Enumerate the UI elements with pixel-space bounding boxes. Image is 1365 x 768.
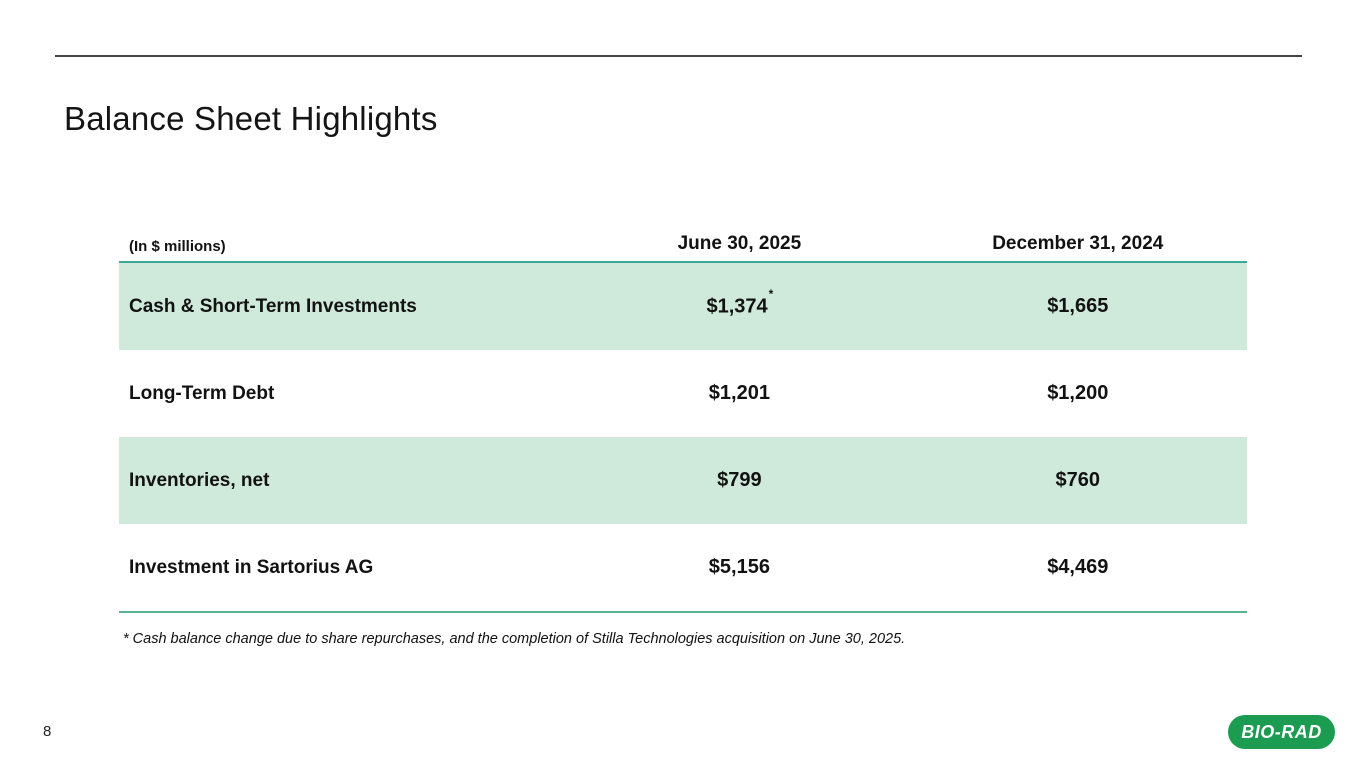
row-label: Long-Term Debt (129, 382, 275, 404)
table-row: Inventories, net $799 $760 (119, 437, 1247, 524)
row-label: Inventories, net (129, 469, 270, 491)
table-row: Long-Term Debt $1,201 $1,200 (119, 350, 1247, 437)
page-title: Balance Sheet Highlights (64, 100, 438, 137)
value-jun-30-2025: $1,374* (570, 287, 908, 319)
row-label: Investment in Sartorius AG (129, 556, 374, 578)
top-divider-rule (55, 55, 1302, 57)
column-header-jun-30-2025: June 30, 2025 (677, 233, 802, 254)
table-row: Cash & Short-Term Investments $1,374* $1… (119, 263, 1247, 350)
table-row: Investment in Sartorius AG $5,156 $4,469 (119, 524, 1247, 611)
value-dec-31-2024: $760 (1055, 469, 1101, 491)
value-dec-31-2024: $4,469 (1047, 556, 1109, 578)
value-jun-30-2025: $5,156 (708, 556, 770, 578)
value-jun-30-2025: $1,201 (708, 382, 770, 404)
column-header-dec-31-2024: December 31, 2024 (992, 233, 1164, 254)
value-dec-31-2024: $1,665 (1047, 295, 1109, 317)
table-bottom-rule (119, 611, 1247, 613)
value-dec-31-2024: $1,200 (1047, 382, 1109, 404)
row-label: Cash & Short-Term Investments (129, 295, 417, 317)
units-label: (In $ millions) (129, 238, 226, 255)
table-header-row: (In $ millions) June 30, 2025 December 3… (119, 233, 1247, 263)
value-text: $1,374 (706, 295, 768, 318)
bio-rad-logo-text: BIO-RAD (1241, 721, 1322, 742)
footnote-marker: * (768, 287, 774, 302)
bio-rad-logo: BIO-RAD (1228, 715, 1335, 749)
page-number: 8 (43, 723, 52, 740)
value-jun-30-2025: $799 (717, 469, 762, 491)
balance-sheet-table: (In $ millions) June 30, 2025 December 3… (119, 233, 1247, 613)
footnote: * Cash balance change due to share repur… (123, 631, 906, 647)
